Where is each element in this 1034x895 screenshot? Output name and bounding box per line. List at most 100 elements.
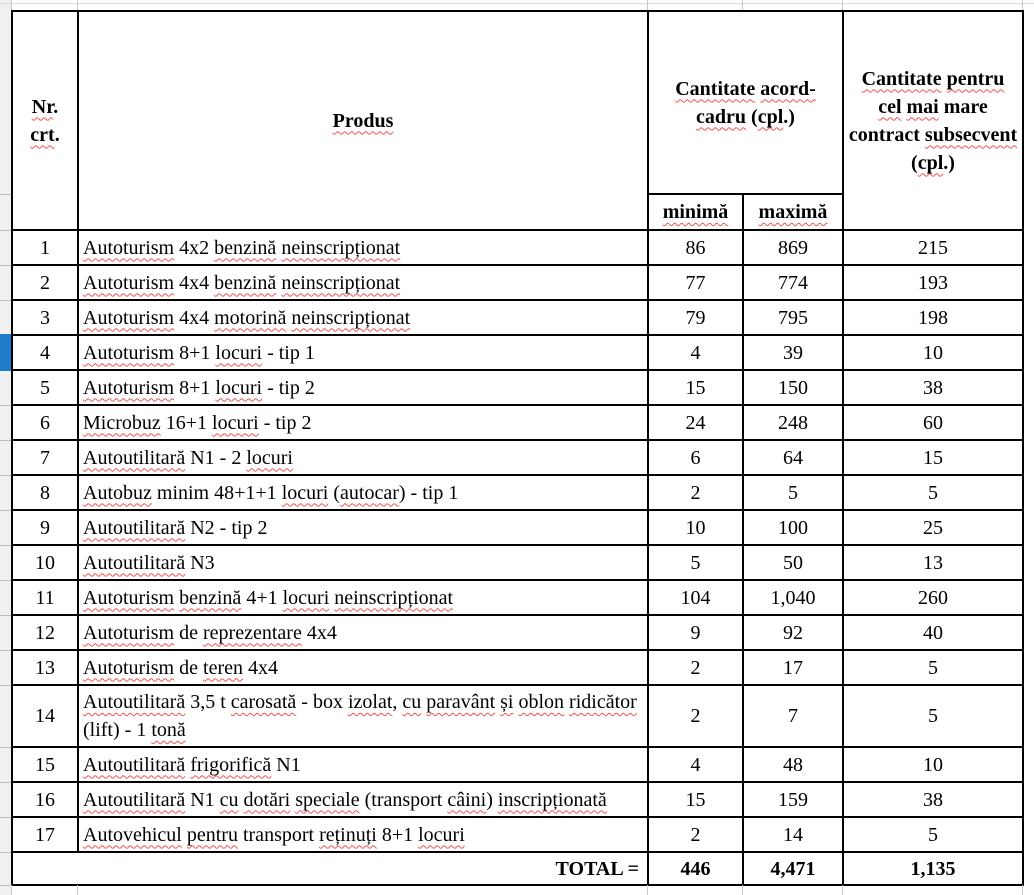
cell-nr[interactable]: 6: [11, 404, 79, 441]
cell-nr[interactable]: 2: [11, 264, 79, 301]
cell-minima[interactable]: 77: [647, 264, 744, 301]
cell-subsecvent[interactable]: 260: [842, 579, 1024, 616]
cell-nr[interactable]: 3: [11, 299, 79, 336]
cell-subsecvent[interactable]: 5: [842, 684, 1024, 748]
cell-produs[interactable]: Microbuz 16+1 locuri - tip 2: [77, 404, 649, 441]
cell-maxima[interactable]: 48: [742, 746, 844, 783]
cell-subsecvent[interactable]: 40: [842, 614, 1024, 651]
cell-maxima[interactable]: 92: [742, 614, 844, 651]
cell-minima[interactable]: 2: [647, 816, 744, 853]
cell-nr[interactable]: 9: [11, 509, 79, 546]
cell-nr[interactable]: 13: [11, 649, 79, 686]
cell-maxima[interactable]: 248: [742, 404, 844, 441]
cell-nr[interactable]: 15: [11, 746, 79, 783]
total-subsecvent[interactable]: 1,135: [842, 851, 1024, 886]
cell-subsecvent[interactable]: 38: [842, 781, 1024, 818]
row-header-gutter[interactable]: [0, 0, 11, 895]
cell-produs[interactable]: Autoturism 4x2 benzină neinscripționat: [77, 229, 649, 266]
cell-subsecvent[interactable]: 10: [842, 334, 1024, 371]
cell-nr[interactable]: 1: [11, 229, 79, 266]
cell-minima[interactable]: 79: [647, 299, 744, 336]
cell-produs[interactable]: Autoturism 4x4 benzină neinscripționat: [77, 264, 649, 301]
cell-subsecvent[interactable]: 5: [842, 474, 1024, 511]
col-header-minima[interactable]: minimă: [647, 193, 744, 231]
cell-produs[interactable]: Autoutilitară N1 cu dotări speciale (tra…: [77, 781, 649, 818]
cell-minima[interactable]: 2: [647, 649, 744, 686]
cell-subsecvent[interactable]: 15: [842, 439, 1024, 476]
cell-produs[interactable]: Autoutilitară N3: [77, 544, 649, 581]
cell-minima[interactable]: 6: [647, 439, 744, 476]
cell-produs[interactable]: Autoturism 4x4 motorină neinscripționat: [77, 299, 649, 336]
cell-subsecvent[interactable]: 198: [842, 299, 1024, 336]
cell-maxima[interactable]: 64: [742, 439, 844, 476]
cell-subsecvent[interactable]: 5: [842, 649, 1024, 686]
cell-maxima[interactable]: 17: [742, 649, 844, 686]
cell-maxima[interactable]: 5: [742, 474, 844, 511]
cell-nr[interactable]: 8: [11, 474, 79, 511]
cell-produs[interactable]: Autoutilitară N2 - tip 2: [77, 509, 649, 546]
cell-maxima[interactable]: 869: [742, 229, 844, 266]
cell-minima[interactable]: 15: [647, 369, 744, 406]
cell-maxima[interactable]: 39: [742, 334, 844, 371]
cell-nr[interactable]: 12: [11, 614, 79, 651]
cell-nr[interactable]: 11: [11, 579, 79, 616]
cell-produs[interactable]: Autoturism 8+1 locuri - tip 1: [77, 334, 649, 371]
col-header-subsecvent[interactable]: Cantitate pentru cel mai mare contract s…: [842, 10, 1024, 231]
cell-minima[interactable]: 86: [647, 229, 744, 266]
cell-maxima[interactable]: 100: [742, 509, 844, 546]
cell-minima[interactable]: 104: [647, 579, 744, 616]
cell-minima[interactable]: 4: [647, 746, 744, 783]
col-header-nr-crt[interactable]: Nr. crt.: [11, 10, 79, 231]
cell-produs[interactable]: Autoturism 8+1 locuri - tip 2: [77, 369, 649, 406]
cell-maxima[interactable]: 1,040: [742, 579, 844, 616]
total-maxima[interactable]: 4,471: [742, 851, 844, 886]
cell-minima[interactable]: 15: [647, 781, 744, 818]
cell-nr[interactable]: 5: [11, 369, 79, 406]
col-header-acord-cadru[interactable]: Cantitate acord-cadru (cpl.): [647, 10, 844, 195]
cell-minima[interactable]: 10: [647, 509, 744, 546]
cell-nr[interactable]: 17: [11, 816, 79, 853]
cell-produs[interactable]: Autoturism benzină 4+1 locuri neinscripț…: [77, 579, 649, 616]
cell-produs[interactable]: Autoutilitară frigorifică N1: [77, 746, 649, 783]
cell-maxima[interactable]: 50: [742, 544, 844, 581]
cell-produs[interactable]: Autoturism de teren 4x4: [77, 649, 649, 686]
cell-maxima[interactable]: 150: [742, 369, 844, 406]
cell-maxima[interactable]: 14: [742, 816, 844, 853]
cell-nr[interactable]: 16: [11, 781, 79, 818]
cell-subsecvent[interactable]: 10: [842, 746, 1024, 783]
cell-subsecvent[interactable]: 13: [842, 544, 1024, 581]
cell-produs[interactable]: Autoutilitară 3,5 t carosată - box izola…: [77, 684, 649, 748]
cell-nr[interactable]: 10: [11, 544, 79, 581]
total-label[interactable]: TOTAL =: [11, 851, 649, 886]
cell-nr[interactable]: 4: [11, 334, 79, 371]
cell-nr[interactable]: 7: [11, 439, 79, 476]
cell-minima[interactable]: 2: [647, 474, 744, 511]
cell-produs[interactable]: Autoutilitară N1 - 2 locuri: [77, 439, 649, 476]
col-header-produs[interactable]: Produs: [77, 10, 649, 231]
misspelled-word: reprezentare: [203, 621, 302, 644]
cell-produs[interactable]: Autovehicul pentru transport reținuți 8+…: [77, 816, 649, 853]
cell-minima[interactable]: 5: [647, 544, 744, 581]
cell-produs[interactable]: Autoturism de reprezentare 4x4: [77, 614, 649, 651]
cell-maxima[interactable]: 7: [742, 684, 844, 748]
cell-subsecvent[interactable]: 193: [842, 264, 1024, 301]
cell-maxima[interactable]: 159: [742, 781, 844, 818]
selected-row-indicator: [0, 334, 11, 371]
cell-produs[interactable]: Autobuz minim 48+1+1 locuri (autocar) - …: [77, 474, 649, 511]
misspelled-word: pentru: [946, 67, 1005, 90]
cell-subsecvent[interactable]: 60: [842, 404, 1024, 441]
cell-maxima[interactable]: 774: [742, 264, 844, 301]
col-header-maxima[interactable]: maximă: [742, 193, 844, 231]
cell-subsecvent[interactable]: 25: [842, 509, 1024, 546]
table-row: 4 Autoturism 8+1 locuri - tip 1 4 39 10: [11, 334, 1024, 371]
total-minima[interactable]: 446: [647, 851, 744, 886]
cell-minima[interactable]: 24: [647, 404, 744, 441]
cell-subsecvent[interactable]: 38: [842, 369, 1024, 406]
cell-maxima[interactable]: 795: [742, 299, 844, 336]
cell-minima[interactable]: 9: [647, 614, 744, 651]
cell-minima[interactable]: 2: [647, 684, 744, 748]
cell-minima[interactable]: 4: [647, 334, 744, 371]
cell-subsecvent[interactable]: 215: [842, 229, 1024, 266]
cell-subsecvent[interactable]: 5: [842, 816, 1024, 853]
cell-nr[interactable]: 14: [11, 684, 79, 748]
